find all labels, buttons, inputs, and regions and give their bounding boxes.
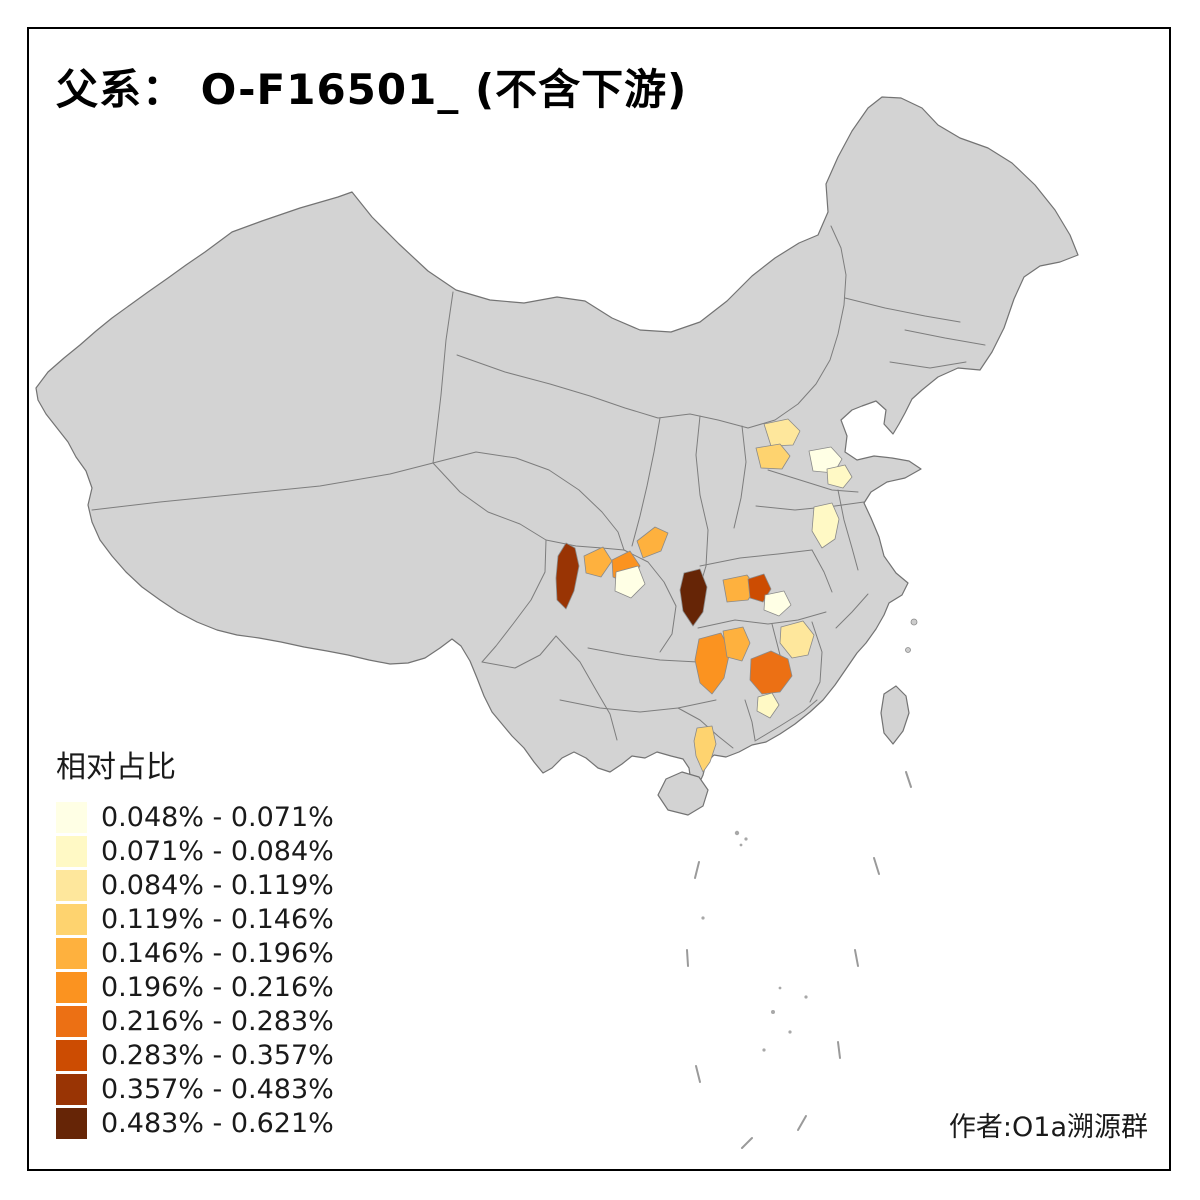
legend-item: 0.071% - 0.084% xyxy=(56,836,334,867)
choropleth-region-09 xyxy=(763,590,792,617)
choropleth-region-16 xyxy=(763,418,801,447)
choropleth-region-19 xyxy=(826,464,853,489)
legend-item-label: 0.048% - 0.071% xyxy=(101,802,334,833)
legend-title: 相对占比 xyxy=(56,750,176,785)
choropleth-region-12 xyxy=(749,650,793,695)
legend-swatch xyxy=(56,870,87,901)
legend-swatch xyxy=(56,1108,87,1139)
legend-swatch xyxy=(56,938,87,969)
legend-item-label: 0.483% - 0.621% xyxy=(101,1108,334,1139)
legend-item: 0.283% - 0.357% xyxy=(56,1040,334,1071)
choropleth-region-01 xyxy=(555,542,580,610)
south-china-sea-marks xyxy=(686,771,912,1149)
hainan-island xyxy=(657,771,709,816)
mainland-landmass xyxy=(35,96,1079,787)
legend-swatch xyxy=(56,836,87,867)
choropleth-region-13 xyxy=(779,620,815,659)
coastal-islet xyxy=(910,618,918,626)
taiwan-island xyxy=(880,685,910,745)
choropleth-region-11 xyxy=(722,626,751,662)
choropleth-region-15 xyxy=(693,725,717,773)
legend-item-label: 0.084% - 0.119% xyxy=(101,870,334,901)
choropleth-region-18 xyxy=(808,446,843,474)
legend-item-label: 0.196% - 0.216% xyxy=(101,972,334,1003)
legend-swatch xyxy=(56,904,87,935)
choropleth-region-04 xyxy=(636,526,669,559)
choropleth-regions xyxy=(555,418,853,773)
plot-frame xyxy=(27,27,1171,1171)
choropleth-region-14 xyxy=(756,692,780,719)
legend-swatch xyxy=(56,802,87,833)
legend-swatch xyxy=(56,1074,87,1105)
legend-swatch xyxy=(56,1006,87,1037)
choropleth-region-20 xyxy=(811,502,840,549)
choropleth-region-10 xyxy=(694,632,731,695)
choropleth-region-06 xyxy=(679,568,708,627)
legend-item: 0.196% - 0.216% xyxy=(56,972,334,1003)
choropleth-region-05 xyxy=(614,565,646,599)
author-credit: 作者:O1a溯源群 xyxy=(948,1112,1148,1143)
plot-title: 父系： O-F16501_ (不含下游) xyxy=(56,65,688,114)
legend-item-label: 0.146% - 0.196% xyxy=(101,938,334,969)
legend-item-label: 0.283% - 0.357% xyxy=(101,1040,334,1071)
legend-item-label: 0.119% - 0.146% xyxy=(101,904,334,935)
legend-item: 0.084% - 0.119% xyxy=(56,870,334,901)
legend-item-label: 0.216% - 0.283% xyxy=(101,1006,334,1037)
legend-item: 0.146% - 0.196% xyxy=(56,938,334,969)
legend-item-label: 0.357% - 0.483% xyxy=(101,1074,334,1105)
choropleth-region-17 xyxy=(755,443,791,470)
coastal-islet xyxy=(905,647,911,653)
legend-item-label: 0.071% - 0.084% xyxy=(101,836,334,867)
legend-item: 0.048% - 0.071% xyxy=(56,802,334,833)
legend-swatch xyxy=(56,1040,87,1071)
legend: 相对占比 0.048% - 0.071% 0.071% - 0.084% 0.0… xyxy=(56,742,334,1142)
legend-item: 0.483% - 0.621% xyxy=(56,1108,334,1139)
legend-item: 0.357% - 0.483% xyxy=(56,1074,334,1105)
legend-swatch xyxy=(56,972,87,1003)
choropleth-region-02 xyxy=(583,546,613,578)
legend-item: 0.216% - 0.283% xyxy=(56,1006,334,1037)
legend-item: 0.119% - 0.146% xyxy=(56,904,334,935)
